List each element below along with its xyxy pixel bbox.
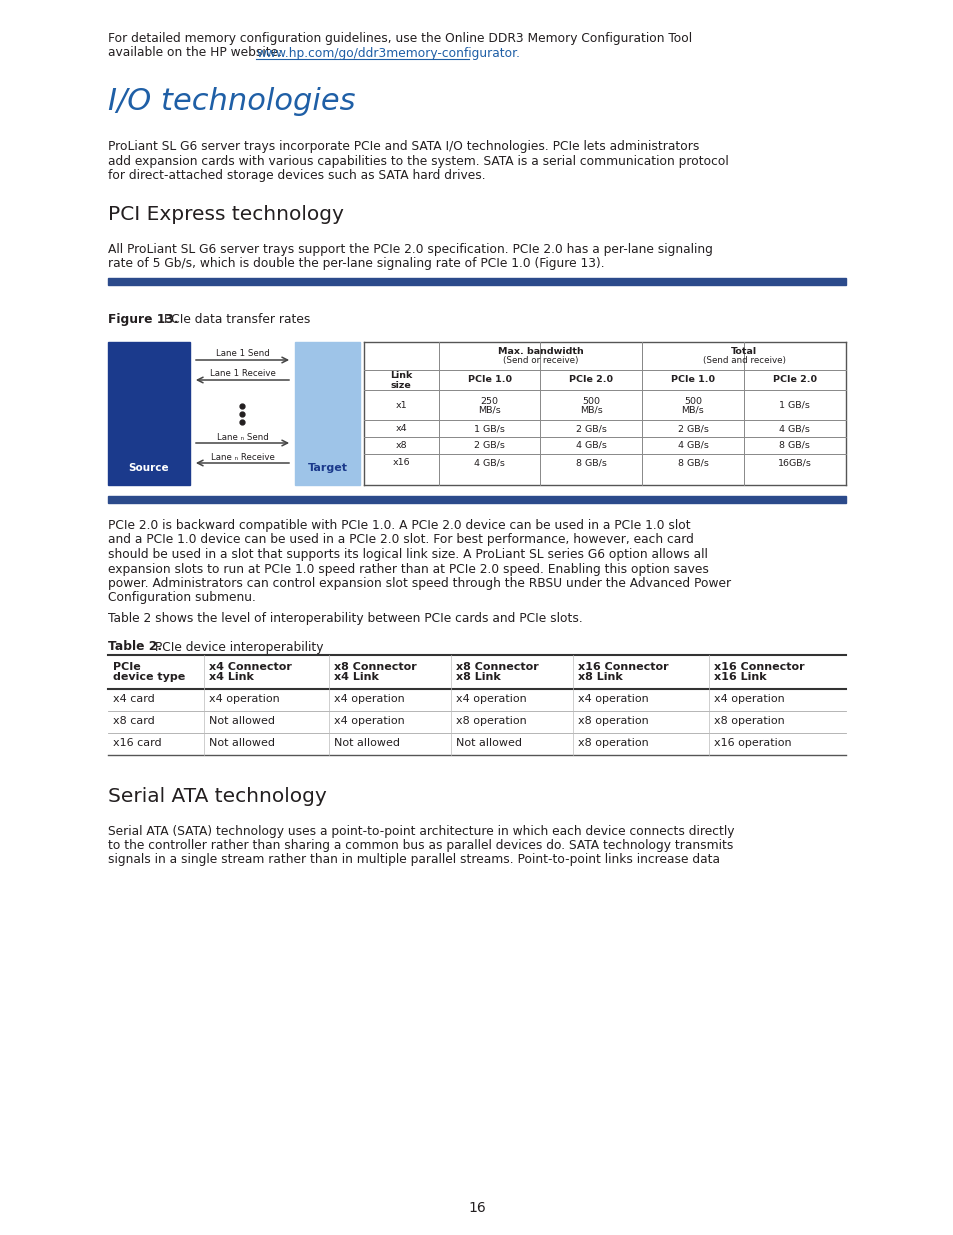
Text: 4 GB/s: 4 GB/s [474,458,504,467]
Text: x1: x1 [395,400,407,410]
Text: Max. bandwidth: Max. bandwidth [497,347,582,356]
Text: x4 operation: x4 operation [335,694,405,704]
Text: All ProLiant SL G6 server trays support the PCIe 2.0 specification. PCIe 2.0 has: All ProLiant SL G6 server trays support … [108,243,712,256]
Text: 500: 500 [683,396,701,405]
Text: For detailed memory configuration guidelines, use the Online DDR3 Memory Configu: For detailed memory configuration guidel… [108,32,691,44]
Text: 4 GB/s: 4 GB/s [576,441,606,450]
Text: PCIe: PCIe [112,662,141,672]
Text: 2 GB/s: 2 GB/s [677,424,708,433]
Text: (Send and receive): (Send and receive) [701,357,784,366]
Text: MB/s: MB/s [680,405,703,415]
Text: ProLiant SL G6 server trays incorporate PCIe and SATA I/O technologies. PCIe let: ProLiant SL G6 server trays incorporate … [108,140,699,153]
Text: x8 card: x8 card [112,716,154,726]
Text: x4 Link: x4 Link [335,673,379,683]
Text: x16 Connector: x16 Connector [714,662,804,672]
Text: Target: Target [307,463,347,473]
Text: Table 2 shows the level of interoperability between PCIe cards and PCIe slots.: Table 2 shows the level of interoperabil… [108,613,582,625]
Text: x16 card: x16 card [112,739,161,748]
Text: to the controller rather than sharing a common bus as parallel devices do. SATA : to the controller rather than sharing a … [108,839,733,852]
Text: size: size [391,380,412,389]
Text: 2 GB/s: 2 GB/s [576,424,606,433]
Text: PCIe 1.0: PCIe 1.0 [670,375,714,384]
Text: 4 GB/s: 4 GB/s [779,424,809,433]
Text: 16: 16 [468,1200,485,1215]
Text: x8: x8 [395,441,407,450]
Text: x4 card: x4 card [112,694,154,704]
Text: PCI Express technology: PCI Express technology [108,205,343,224]
Text: 8 GB/s: 8 GB/s [576,458,606,467]
Text: available on the HP website:: available on the HP website: [108,47,286,59]
Text: 16GB/s: 16GB/s [777,458,811,467]
Text: x4 operation: x4 operation [335,716,405,726]
Text: Lane 1 Send: Lane 1 Send [215,350,269,358]
Text: Not allowed: Not allowed [335,739,400,748]
Text: 8 GB/s: 8 GB/s [677,458,708,467]
Text: for direct-attached storage devices such as SATA hard drives.: for direct-attached storage devices such… [108,169,485,182]
Text: Not allowed: Not allowed [209,739,274,748]
Text: x4 operation: x4 operation [714,694,784,704]
Text: Table 2.: Table 2. [108,641,162,653]
Text: x8 Connector: x8 Connector [335,662,416,672]
Text: PCIe 1.0: PCIe 1.0 [467,375,511,384]
Text: PCIe 2.0: PCIe 2.0 [772,375,816,384]
Text: rate of 5 Gb/s, which is double the per-lane signaling rate of PCIe 1.0 (Figure : rate of 5 Gb/s, which is double the per-… [108,258,604,270]
Text: PCIe 2.0 is backward compatible with PCIe 1.0. A PCIe 2.0 device can be used in : PCIe 2.0 is backward compatible with PCI… [108,519,690,532]
Text: x16 Connector: x16 Connector [578,662,668,672]
Text: add expansion cards with various capabilities to the system. SATA is a serial co: add expansion cards with various capabil… [108,154,728,168]
Text: Source: Source [129,463,169,473]
Text: and a PCIe 1.0 device can be used in a PCIe 2.0 slot. For best performance, howe: and a PCIe 1.0 device can be used in a P… [108,534,693,547]
Text: x8 Connector: x8 Connector [456,662,538,672]
Text: should be used in a slot that supports its logical link size. A ProLiant SL seri: should be used in a slot that supports i… [108,548,707,561]
Bar [108,496,845,503]
Text: device type: device type [112,673,185,683]
Text: x4 Connector: x4 Connector [209,662,292,672]
Text: 250: 250 [480,396,498,405]
Text: x4 operation: x4 operation [209,694,279,704]
Text: Figure 13.: Figure 13. [108,312,178,326]
Text: 1 GB/s: 1 GB/s [779,400,809,410]
Text: Link: Link [390,372,412,380]
Text: Serial ATA technology: Serial ATA technology [108,787,327,805]
Text: x4 operation: x4 operation [578,694,648,704]
Text: expansion slots to run at PCIe 1.0 speed rather than at PCIe 2.0 speed. Enabling: expansion slots to run at PCIe 1.0 speed… [108,562,708,576]
Text: (Send or receive): (Send or receive) [502,357,578,366]
Text: 1 GB/s: 1 GB/s [474,424,504,433]
Bar [108,342,190,485]
Text: 2 GB/s: 2 GB/s [474,441,504,450]
Text: Lane ₙ Receive: Lane ₙ Receive [211,452,274,462]
Text: x16 Link: x16 Link [714,673,766,683]
Text: x8 operation: x8 operation [578,739,648,748]
Bar [108,278,845,285]
Text: 8 GB/s: 8 GB/s [779,441,809,450]
Text: x8 operation: x8 operation [456,716,526,726]
Text: x4 Link: x4 Link [209,673,253,683]
Text: www.hp.com/go/ddr3memory-configurator.: www.hp.com/go/ddr3memory-configurator. [255,47,519,59]
Text: x8 operation: x8 operation [714,716,784,726]
Text: x16 operation: x16 operation [714,739,791,748]
Text: x16: x16 [392,458,410,467]
Text: x4: x4 [395,424,407,433]
Text: Configuration submenu.: Configuration submenu. [108,592,255,604]
Text: Lane ₙ Send: Lane ₙ Send [216,432,268,441]
Text: signals in a single stream rather than in multiple parallel streams. Point-to-po: signals in a single stream rather than i… [108,853,720,867]
Text: Not allowed: Not allowed [209,716,274,726]
Text: x8 operation: x8 operation [578,716,648,726]
Text: 4 GB/s: 4 GB/s [677,441,708,450]
Text: Serial ATA (SATA) technology uses a point-to-point architecture in which each de: Serial ATA (SATA) technology uses a poin… [108,825,734,837]
Text: PCIe device interoperability: PCIe device interoperability [151,641,323,653]
Text: Not allowed: Not allowed [456,739,521,748]
Text: power. Administrators can control expansion slot speed through the RBSU under th: power. Administrators can control expans… [108,577,730,590]
Text: MB/s: MB/s [579,405,602,415]
Text: MB/s: MB/s [477,405,500,415]
Text: Lane 1 Receive: Lane 1 Receive [210,369,275,378]
Text: Total: Total [730,347,757,356]
Text: 500: 500 [581,396,599,405]
Text: x4 operation: x4 operation [456,694,526,704]
Text: x8 Link: x8 Link [578,673,622,683]
Text: PCIe 2.0: PCIe 2.0 [569,375,613,384]
Bar [294,342,359,485]
Text: x8 Link: x8 Link [456,673,500,683]
Text: PCIe data transfer rates: PCIe data transfer rates [160,312,310,326]
Text: I/O technologies: I/O technologies [108,86,355,116]
